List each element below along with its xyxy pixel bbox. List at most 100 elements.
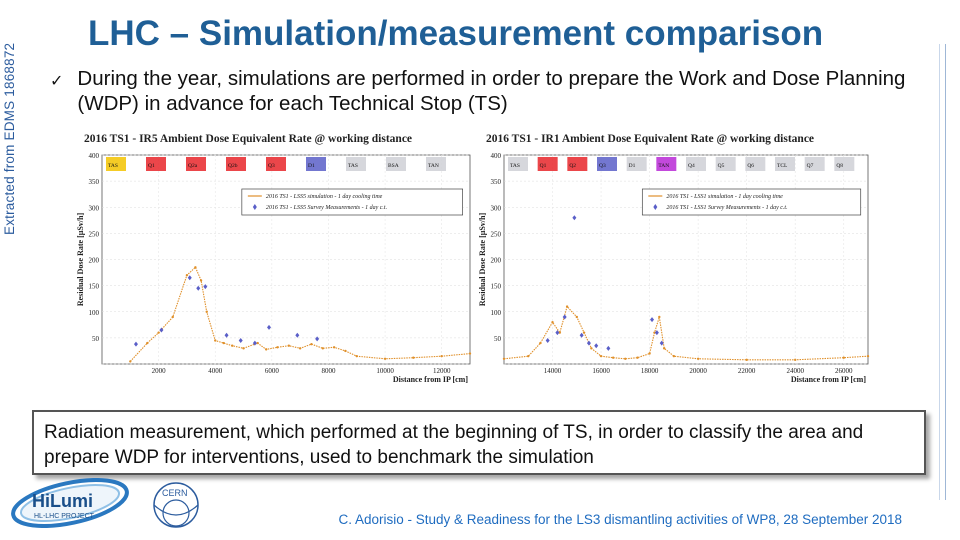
- measurement-point: [594, 343, 599, 349]
- y-tick-label: 350: [89, 178, 100, 186]
- element-label: Q1: [540, 163, 547, 169]
- element-label: D1: [629, 163, 636, 169]
- element-label: Q1: [148, 163, 155, 169]
- simulation-point: [696, 357, 700, 360]
- x-tick-label: 18000: [641, 367, 659, 375]
- simulation-point: [551, 321, 554, 324]
- legend-marker-measurement: [252, 204, 257, 210]
- x-tick-label: 12000: [433, 367, 451, 375]
- callout-box: Radiation measurement, which performed a…: [32, 410, 926, 475]
- measurement-point: [238, 337, 243, 343]
- x-tick-label: 24000: [786, 367, 804, 375]
- simulation-point: [565, 305, 569, 308]
- element-block: [226, 157, 246, 171]
- measurement-point: [579, 332, 584, 338]
- measurement-point: [545, 337, 550, 343]
- element-label: Q2b: [228, 163, 238, 169]
- simulation-point: [205, 310, 208, 313]
- checkmark-icon: ✓: [50, 71, 64, 90]
- legend-box: [241, 188, 463, 216]
- simulation-point: [383, 357, 387, 360]
- hilumi-logo-text: HiLumi: [32, 491, 93, 511]
- x-tick-label: 14000: [544, 367, 562, 375]
- y-tick-label: 100: [89, 309, 100, 317]
- y-tick-label: 150: [89, 283, 100, 291]
- measurement-point: [315, 336, 320, 342]
- element-label: TCL: [777, 163, 788, 169]
- edms-stamp: Extracted from EDMS 1868872: [2, 42, 17, 235]
- x-tick-label: 22000: [738, 367, 756, 375]
- simulation-point: [558, 331, 562, 334]
- simulation-point: [171, 315, 174, 319]
- simulation-point: [599, 354, 603, 358]
- element-block: [426, 157, 446, 171]
- measurement-point: [224, 332, 229, 338]
- element-block: [386, 157, 406, 171]
- element-block: [266, 157, 286, 171]
- simulation-point: [590, 347, 593, 350]
- x-tick-label: 2000: [152, 367, 167, 375]
- y-tick-label: 50: [494, 335, 502, 343]
- element-label: BSA: [388, 163, 399, 169]
- simulation-point: [231, 344, 234, 347]
- simulation-point: [332, 346, 336, 349]
- measurement-point: [650, 317, 655, 323]
- element-label: Q3: [599, 163, 606, 169]
- element-block: [186, 157, 206, 171]
- chart-ir1-svg: 2016 TS1 - IR1 Ambient Dose Equivalent R…: [478, 133, 870, 384]
- simulation-point: [276, 346, 279, 349]
- simulation-point: [648, 352, 651, 355]
- simulation-point: [502, 357, 506, 360]
- element-label: TAN: [658, 163, 669, 169]
- simulation-point: [624, 357, 627, 360]
- y-tick-label: 400: [89, 152, 100, 160]
- x-axis-label: Distance from IP [cm]: [393, 375, 469, 384]
- measurement-point: [295, 332, 300, 338]
- measurement-point: [196, 285, 201, 291]
- simulation-point: [157, 331, 160, 334]
- simulation-point: [264, 348, 268, 351]
- y-tick-label: 400: [491, 152, 502, 160]
- hilumi-logo-subtext: HL-LHC PROJECT: [34, 513, 95, 520]
- measurement-point: [586, 340, 591, 346]
- simulation-point: [653, 331, 656, 334]
- element-label: TAN: [428, 163, 439, 169]
- simulation-point: [185, 273, 189, 277]
- measurement-point: [252, 340, 257, 346]
- simulation-point: [321, 347, 324, 350]
- hilumi-logo: HiLumi HL-LHC PROJECT: [11, 478, 129, 528]
- simulation-point: [242, 347, 245, 350]
- element-label: Q2: [569, 163, 576, 169]
- x-axis-label: Distance from IP [cm]: [791, 375, 867, 384]
- element-block: [537, 157, 558, 171]
- measurement-point: [659, 340, 664, 346]
- legend-label: 2016 TS1 - LSS1 simulation - 1 day cooli…: [666, 194, 783, 200]
- measurement-point: [562, 314, 567, 320]
- measurement-point: [654, 330, 659, 336]
- element-label: Q6: [747, 163, 754, 169]
- y-tick-label: 200: [491, 257, 502, 265]
- element-block: [745, 157, 766, 171]
- x-tick-label: 16000: [592, 367, 610, 375]
- y-tick-label: 250: [89, 230, 100, 238]
- chart-title: 2016 TS1 - IR1 Ambient Dose Equivalent R…: [486, 133, 814, 145]
- legend-label: 2016 TS1 - LSS1 Survey Measurements - 1 …: [666, 205, 787, 211]
- y-tick-label: 250: [491, 230, 502, 238]
- simulation-point: [129, 360, 132, 363]
- legend-box: [641, 188, 862, 216]
- chart-ir1: 2016 TS1 - IR1 Ambient Dose Equivalent R…: [476, 128, 876, 390]
- element-label: Q4: [688, 163, 695, 169]
- chart-title: 2016 TS1 - IR5 Ambient Dose Equivalent R…: [84, 133, 412, 145]
- measurement-point: [572, 215, 577, 221]
- y-tick-label: 300: [89, 204, 100, 212]
- simulation-point: [612, 356, 615, 359]
- cern-logo: CERN: [153, 482, 199, 528]
- bullet-text: During the year, simulations are perform…: [77, 67, 906, 115]
- chart-ir5-svg: 2016 TS1 - IR5 Ambient Dose Equivalent R…: [76, 133, 472, 384]
- element-block: [775, 157, 795, 171]
- simulation-point: [440, 354, 443, 358]
- element-label: D1: [308, 163, 315, 169]
- element-block: [686, 157, 706, 171]
- element-block: [626, 157, 647, 171]
- simulation-point: [658, 315, 661, 319]
